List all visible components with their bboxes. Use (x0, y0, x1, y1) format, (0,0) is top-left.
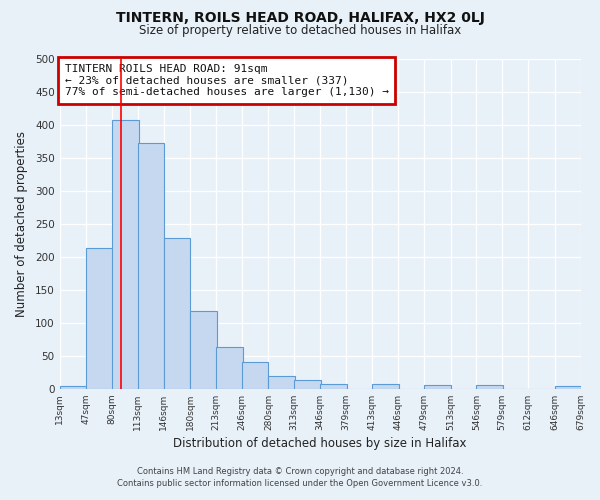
Bar (138, 144, 164, 389)
Bar (294, 380, 321, 389)
Bar (86, 248, 113, 389)
X-axis label: Distribution of detached houses by size in Halifax: Distribution of detached houses by size … (173, 437, 467, 450)
Bar (268, 376, 295, 389)
Bar (164, 238, 190, 389)
Y-axis label: Number of detached properties: Number of detached properties (15, 131, 28, 317)
Bar (476, 385, 503, 389)
Text: TINTERN ROILS HEAD ROAD: 91sqm
← 23% of detached houses are smaller (337)
77% of: TINTERN ROILS HEAD ROAD: 91sqm ← 23% of … (65, 64, 389, 97)
Text: Contains public sector information licensed under the Open Government Licence v3: Contains public sector information licen… (118, 478, 482, 488)
Bar (190, 311, 217, 389)
Bar (59, 386, 86, 389)
Bar (373, 384, 399, 389)
Text: Contains HM Land Registry data © Crown copyright and database right 2024.: Contains HM Land Registry data © Crown c… (137, 467, 463, 476)
Text: Size of property relative to detached houses in Halifax: Size of property relative to detached ho… (139, 24, 461, 37)
Text: TINTERN, ROILS HEAD ROAD, HALIFAX, HX2 0LJ: TINTERN, ROILS HEAD ROAD, HALIFAX, HX2 0… (116, 11, 484, 25)
Bar (554, 386, 581, 389)
Bar (424, 385, 451, 389)
Bar (112, 120, 139, 389)
Bar (242, 362, 268, 389)
Bar (216, 348, 242, 389)
Bar (320, 384, 347, 389)
